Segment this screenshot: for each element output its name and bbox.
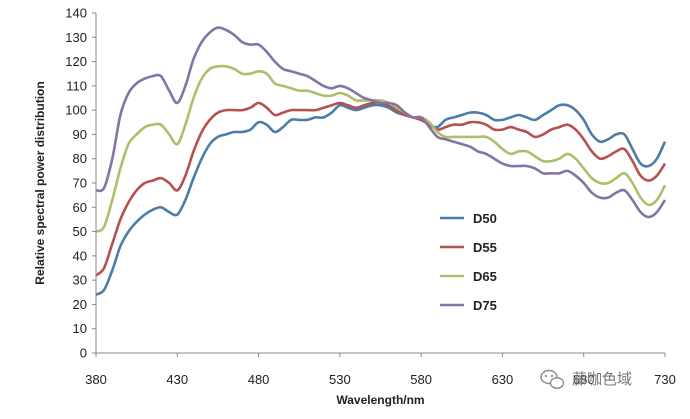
watermark: 藤咖色域: [540, 369, 632, 389]
x-axis-ticks: 380 430 480 530 580 630 680 730: [85, 353, 676, 387]
x-tick-label: 680: [573, 372, 595, 387]
legend-label-d55: D55: [473, 240, 497, 255]
y-tick-label: 10: [73, 321, 87, 336]
legend: D50 D55 D65 D75: [440, 211, 497, 313]
y-tick-label: 30: [73, 273, 87, 288]
y-axis-title: Relative spectral power distribution: [33, 81, 47, 284]
y-tick-label: 20: [73, 297, 87, 312]
y-tick-label: 110: [66, 78, 87, 93]
y-tick-label: 130: [65, 30, 87, 45]
legend-label-d75: D75: [473, 298, 497, 313]
x-tick-label: 630: [492, 372, 514, 387]
x-tick-label: 530: [329, 372, 351, 387]
y-tick-label: 70: [73, 176, 87, 191]
y-axis-ticks: 0 10 20 30 40 50 60 70 80 90 100 110 120 130 140: [65, 6, 96, 361]
series-line-d75: [95, 26, 667, 219]
y-tick-label: 60: [73, 200, 87, 215]
series-line-d50: [95, 103, 667, 296]
legend-label-d50: D50: [473, 211, 497, 226]
watermark-text: 藤咖色域: [572, 371, 632, 388]
legend-label-d65: D65: [473, 269, 497, 284]
y-tick-label: 40: [73, 248, 87, 263]
series-lines: [95, 26, 667, 296]
x-tick-label: 580: [410, 372, 432, 387]
x-tick-label: 430: [166, 372, 188, 387]
y-tick-label: 80: [73, 151, 87, 166]
y-tick-label: 0: [80, 346, 87, 361]
wechat-icon: [540, 369, 565, 389]
y-tick-label: 100: [65, 103, 87, 118]
x-tick-label: 480: [248, 372, 270, 387]
y-tick-label: 50: [73, 224, 87, 239]
series-line-d65: [95, 64, 667, 233]
y-tick-label: 90: [73, 127, 87, 142]
x-axis-title: Wavelength/nm: [336, 393, 424, 407]
x-tick-label: 730: [654, 372, 676, 387]
y-tick-label: 140: [65, 6, 87, 21]
series-line-d55: [95, 101, 667, 277]
x-tick-label: 380: [85, 372, 107, 387]
y-tick-label: 120: [65, 54, 87, 69]
